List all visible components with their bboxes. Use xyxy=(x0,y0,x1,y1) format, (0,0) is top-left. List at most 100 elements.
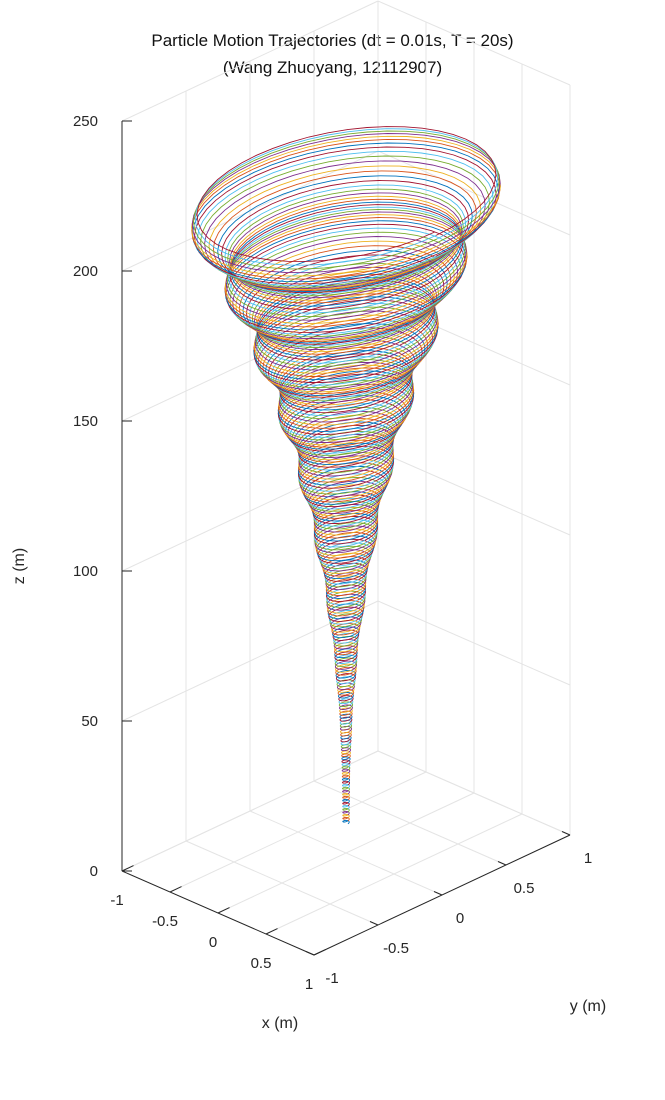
z-tick-label: 250 xyxy=(73,113,98,130)
z-axis-label: z (m) xyxy=(11,548,28,584)
x-tick xyxy=(313,949,326,956)
trajectory-line xyxy=(212,170,477,291)
trajectory-line xyxy=(196,150,494,287)
trajectory-line xyxy=(249,258,442,347)
trajectory-line xyxy=(256,276,436,358)
x-tick xyxy=(217,907,230,914)
chart-title: Particle Motion Trajectories (dt = 0.01s… xyxy=(151,31,514,50)
trajectory-line xyxy=(225,211,467,321)
y-tick-label: -0.5 xyxy=(383,940,409,957)
trajectory-line xyxy=(341,765,351,771)
trajectory-line xyxy=(342,810,350,816)
trajectory-line xyxy=(342,798,350,804)
trajectory-line xyxy=(224,184,467,295)
trajectory-line xyxy=(225,223,466,333)
grid-line xyxy=(313,780,507,866)
grid-line xyxy=(121,300,379,422)
trajectory-line xyxy=(342,813,350,819)
x-axis-label: x (m) xyxy=(262,1015,298,1032)
trajectory-line xyxy=(232,236,459,339)
y-axis-label: y (m) xyxy=(570,998,606,1015)
y-tick xyxy=(561,831,571,836)
y-tick xyxy=(369,921,379,926)
trajectory-line xyxy=(334,651,358,662)
trajectory-line xyxy=(342,783,350,789)
trajectory-line xyxy=(293,410,398,458)
trajectory-line xyxy=(338,701,354,709)
trajectory-line xyxy=(208,165,482,290)
trajectory-line xyxy=(287,399,404,452)
trajectory-line xyxy=(226,209,466,318)
trajectory-line xyxy=(301,462,391,503)
grid-line xyxy=(377,450,571,536)
y-tick-label: 1 xyxy=(584,850,592,867)
trajectory-line xyxy=(337,685,355,694)
trajectory-line xyxy=(342,807,350,813)
trajectory-line xyxy=(341,774,351,780)
trajectory-line xyxy=(334,657,358,668)
grid-line xyxy=(377,600,571,686)
trajectory-line xyxy=(238,245,452,342)
trajectory-line xyxy=(193,130,500,270)
trajectory-line xyxy=(338,698,354,706)
tick-labels: -1 -0.5 0 0.5 1 -1 -0.5 0 0.5 1 0 50 100 150 200 250 xyxy=(73,113,592,993)
y-tick xyxy=(497,861,507,866)
trajectory-line xyxy=(221,180,470,294)
axes xyxy=(121,120,571,956)
grid-line xyxy=(377,300,571,386)
trajectory-line xyxy=(196,126,497,262)
grid-line xyxy=(377,750,571,836)
trajectory-line xyxy=(229,192,463,299)
y-tick-label: -1 xyxy=(325,970,338,987)
x-tick xyxy=(169,886,182,893)
trajectory-line xyxy=(341,771,351,777)
trajectory-line xyxy=(334,648,358,659)
trajectory-line xyxy=(335,663,357,674)
trajectory-line xyxy=(339,707,353,715)
trajectory-line xyxy=(194,146,497,285)
trajectory-line xyxy=(342,804,350,810)
trajectory-line xyxy=(338,695,354,703)
z-tick-label: 0 xyxy=(90,863,98,880)
trajectory-line xyxy=(230,195,462,301)
trajectory-line xyxy=(270,331,421,400)
trajectory-line xyxy=(341,756,351,762)
trajectory-line xyxy=(342,816,350,822)
trajectory-line xyxy=(339,710,353,717)
x-tick-label: -1 xyxy=(110,892,123,909)
trajectory-line xyxy=(340,747,351,753)
trajectory-line xyxy=(283,391,408,448)
grid-line xyxy=(121,750,379,872)
trajectory-line xyxy=(334,654,358,665)
y-tick xyxy=(433,891,443,896)
trajectory-line xyxy=(194,128,499,266)
trajectory-line xyxy=(341,768,351,774)
trajectory-line xyxy=(341,786,350,792)
z-tick-label: 200 xyxy=(73,263,98,280)
trajectory-line xyxy=(341,777,351,783)
trajectory-line xyxy=(341,762,351,768)
x-tick-label: -0.5 xyxy=(152,913,178,930)
y-tick-label: 0 xyxy=(456,910,464,927)
grid-line xyxy=(377,0,571,86)
trajectory-line xyxy=(338,692,354,700)
trajectory-line xyxy=(333,635,359,647)
x-tick-label: 0.5 xyxy=(251,955,272,972)
y-tick-label: 0.5 xyxy=(514,880,535,897)
trajectory-line xyxy=(302,465,389,505)
trajectory-line xyxy=(342,789,350,795)
trajectory-line xyxy=(341,759,351,765)
grid-line xyxy=(121,450,379,572)
x-tick xyxy=(121,865,134,872)
trajectory-line xyxy=(339,704,353,712)
trajectory-line xyxy=(291,407,400,456)
trajectory-line xyxy=(204,160,486,289)
x-tick xyxy=(265,928,278,935)
z-tick-label: 100 xyxy=(73,563,98,580)
trajectory-line xyxy=(336,682,355,691)
trajectory-line xyxy=(342,795,350,801)
grid-line xyxy=(249,810,443,896)
z-tick-label: 150 xyxy=(73,413,98,430)
trajectory-line xyxy=(340,750,351,756)
